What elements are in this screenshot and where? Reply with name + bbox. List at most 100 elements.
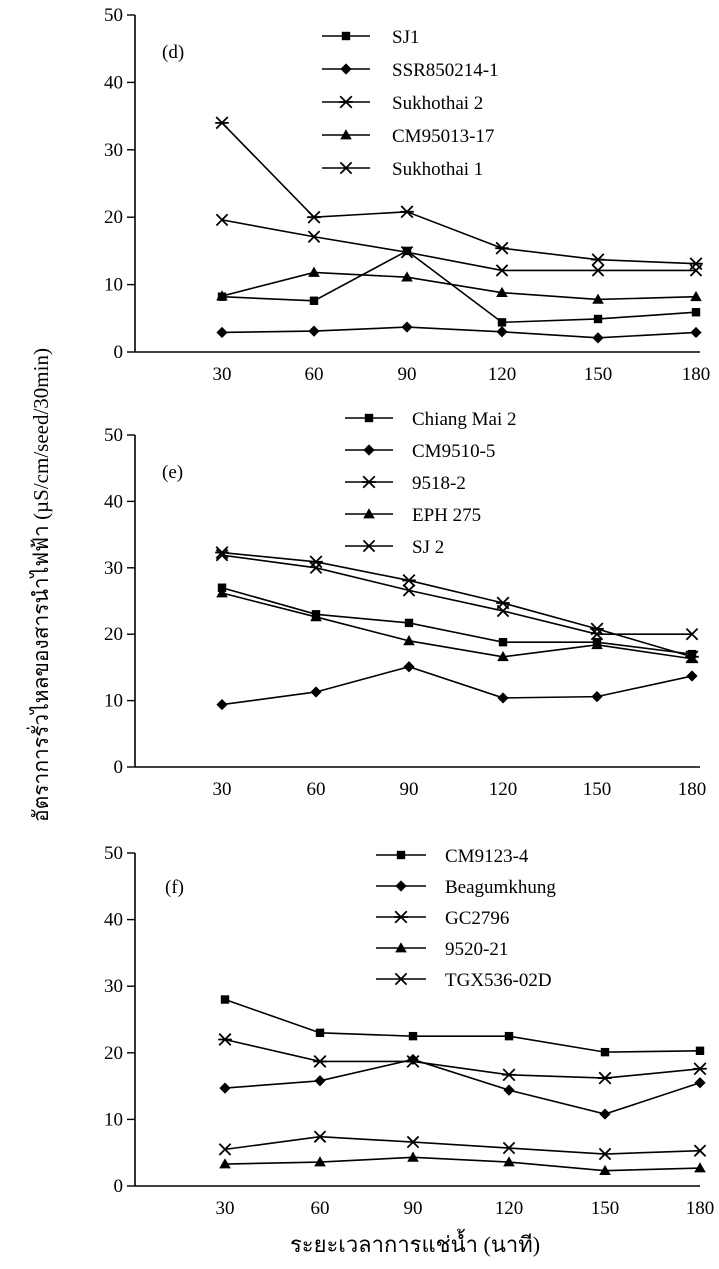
x-tick-label: 30 [213, 779, 232, 800]
legend-marker [394, 972, 408, 986]
y-tick-label: 30 [104, 140, 123, 161]
data-point [599, 1164, 611, 1176]
series [216, 321, 702, 344]
x-tick-label: 60 [307, 779, 326, 800]
legend-entry: SJ1 [322, 27, 419, 48]
data-point [690, 326, 702, 339]
data-point [406, 1055, 420, 1068]
x-tick-label: 150 [584, 364, 613, 385]
legend-entry: Chiang Mai 2 [345, 409, 517, 430]
legend-label: GC2796 [445, 908, 509, 929]
x-tick-label: 30 [213, 364, 232, 385]
data-point [598, 1071, 612, 1085]
y-tick-label: 0 [114, 1176, 124, 1197]
x-tick-label: 90 [398, 364, 417, 385]
series-line [221, 271, 697, 301]
series-line [221, 122, 697, 265]
data-point [310, 686, 322, 698]
data-point [693, 1062, 707, 1076]
x-tick-label: 120 [489, 779, 518, 800]
x-tick-label: 60 [305, 364, 324, 385]
legend-entry: CM95013-17 [322, 126, 494, 147]
legend-entry: TGX536-02D [376, 970, 552, 991]
x-axis-label: ระยะเวลาการแช่น้ำ (นาที) [290, 1229, 540, 1257]
data-point [307, 230, 321, 243]
legend-marker [340, 63, 352, 75]
legend-label: Sukhothai 2 [392, 93, 483, 114]
data-point [593, 314, 603, 324]
legend-marker [341, 31, 351, 41]
data-point [592, 332, 604, 344]
data-point [406, 1135, 420, 1149]
legend-marker [364, 413, 374, 423]
data-point [313, 1130, 327, 1143]
data-point [496, 326, 508, 338]
legend-entry: SSR850214-1 [322, 60, 499, 81]
legend-label: CM9510-5 [412, 441, 495, 462]
data-point [502, 1068, 516, 1082]
legend-label: SJ 2 [412, 537, 444, 558]
data-point [685, 627, 699, 641]
legend-label: CM95013-17 [392, 126, 494, 147]
data-point [219, 1082, 231, 1094]
data-point [220, 995, 230, 1004]
series [218, 1033, 707, 1085]
legend-label: Beagumkhung [445, 877, 556, 898]
y-tick-label: 0 [114, 757, 124, 778]
series [218, 1130, 707, 1161]
data-point [691, 308, 701, 317]
legend-entry: CM9510-5 [345, 441, 495, 462]
panel-label: (d) [162, 42, 184, 63]
series-line [224, 1058, 701, 1115]
data-point [309, 296, 319, 305]
x-tick-label: 150 [583, 779, 612, 800]
legend-entry: GC2796 [376, 908, 509, 929]
data-point [600, 1047, 610, 1057]
series-line [221, 554, 692, 636]
data-point [307, 210, 321, 224]
y-tick-label: 40 [104, 72, 123, 93]
legend-entry: EPH 275 [345, 505, 481, 526]
series-line [224, 998, 701, 1053]
legend-entry: CM9123-4 [376, 846, 529, 867]
legend-entry: Beagumkhung [376, 877, 556, 898]
legend-entry: 9518-2 [345, 473, 466, 494]
panel-label: (f) [165, 877, 184, 898]
legend-label: TGX536-02D [445, 970, 552, 991]
x-tick-label: 180 [686, 1198, 715, 1219]
data-point [408, 1031, 418, 1041]
x-tick-label: 30 [216, 1198, 235, 1219]
data-point [308, 325, 320, 337]
legend-marker [339, 161, 353, 175]
data-point [216, 326, 228, 339]
series [216, 661, 698, 711]
data-point [218, 1033, 232, 1046]
data-point [495, 241, 509, 255]
series [219, 1053, 706, 1120]
panel-label: (e) [162, 462, 183, 483]
data-point [310, 611, 322, 622]
data-point [216, 290, 228, 301]
data-point [315, 1028, 325, 1038]
data-point [695, 1046, 705, 1056]
legend-marker [363, 508, 375, 519]
data-point [591, 639, 603, 650]
data-point [216, 587, 228, 598]
data-point [219, 1158, 231, 1169]
data-point [400, 246, 414, 259]
legend-entry: Sukhothai 2 [322, 93, 483, 114]
data-point [592, 293, 604, 304]
data-point [495, 264, 509, 277]
y-tick-label: 20 [104, 1043, 123, 1064]
y-tick-label: 50 [104, 5, 123, 26]
y-tick-label: 20 [104, 624, 123, 645]
data-point [402, 584, 416, 597]
data-point [309, 561, 323, 575]
y-axis-label: อัตราการรั่วไหลของสารนำไฟฟ้า (µS/cm/seed… [26, 348, 53, 822]
data-point [313, 1055, 327, 1068]
data-point [686, 652, 698, 664]
series-line [224, 1135, 701, 1155]
x-tick-label: 90 [404, 1198, 423, 1219]
data-point [689, 264, 703, 277]
